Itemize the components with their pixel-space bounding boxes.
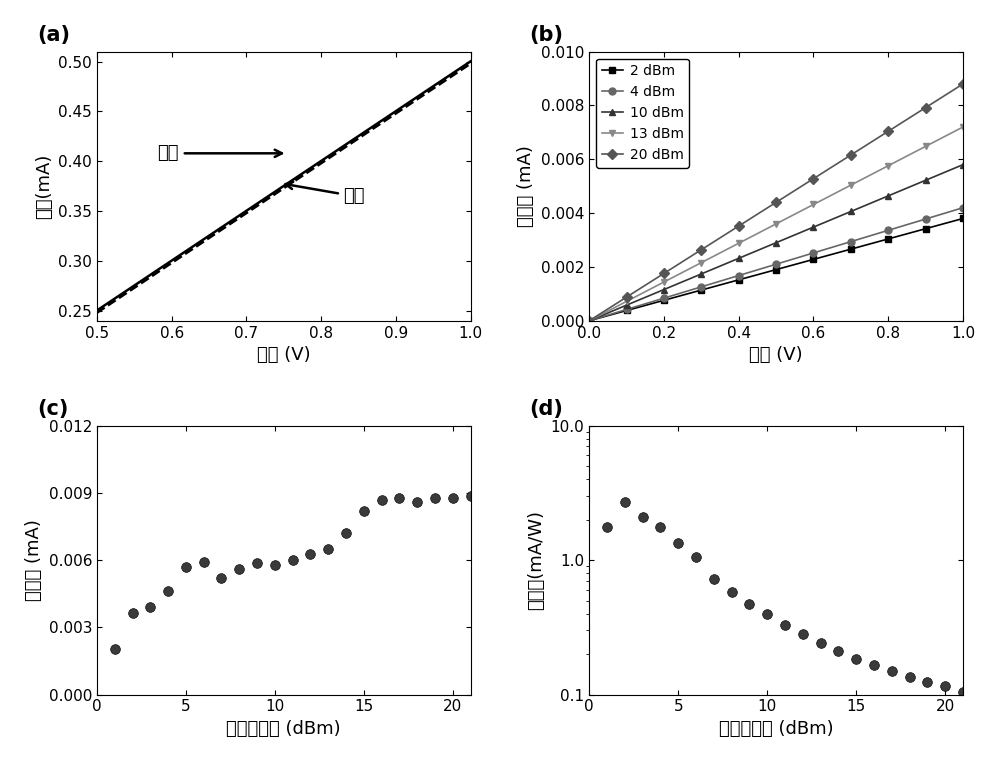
10 dBm [957,160,969,169]
13 dBm [882,161,894,170]
2 dBm [770,265,782,274]
Line: 10 dBm: 10 dBm [586,161,966,324]
Y-axis label: 响应率(mA/W): 响应率(mA/W) [527,510,545,610]
2 dBm [920,224,932,233]
Text: (c): (c) [37,399,69,419]
Line: 13 dBm: 13 dBm [586,124,966,324]
2 dBm [621,306,633,315]
X-axis label: 电压 (V): 电压 (V) [257,346,311,364]
10 dBm [845,207,857,216]
2 dBm [882,234,894,243]
20 dBm [957,79,969,89]
10 dBm [807,223,819,232]
4 dBm [658,294,670,303]
10 dBm [658,285,670,294]
20 dBm [845,150,857,159]
13 dBm [920,142,932,151]
10 dBm [882,192,894,201]
20 dBm [770,198,782,207]
Y-axis label: 光电流 (mA): 光电流 (mA) [25,519,43,601]
20 dBm [621,292,633,301]
Text: 无光: 无光 [285,182,365,205]
4 dBm [882,226,894,235]
Line: 2 dBm: 2 dBm [586,215,966,324]
13 dBm [695,258,707,267]
10 dBm [920,175,932,185]
Text: (a): (a) [37,25,70,45]
2 dBm [733,275,745,285]
Y-axis label: 电流(mA): 电流(mA) [35,153,53,219]
Text: 通光: 通光 [158,144,282,163]
2 dBm [807,255,819,264]
4 dBm [957,203,969,212]
10 dBm [770,238,782,247]
X-axis label: 入射光功率 (dBm): 入射光功率 (dBm) [719,720,833,738]
Legend: 2 dBm, 4 dBm, 10 dBm, 13 dBm, 20 dBm: 2 dBm, 4 dBm, 10 dBm, 13 dBm, 20 dBm [596,59,689,168]
20 dBm [733,221,745,230]
13 dBm [733,239,745,248]
20 dBm [695,245,707,254]
2 dBm [957,214,969,223]
2 dBm [695,285,707,295]
13 dBm [770,219,782,228]
Y-axis label: 光电流 (mA): 光电流 (mA) [517,145,535,227]
13 dBm [658,278,670,287]
2 dBm [845,245,857,254]
4 dBm [695,282,707,291]
10 dBm [583,316,595,325]
20 dBm [882,127,894,136]
Line: 4 dBm: 4 dBm [586,204,966,324]
20 dBm [920,103,932,112]
13 dBm [845,181,857,190]
4 dBm [583,316,595,325]
13 dBm [621,297,633,306]
4 dBm [733,271,745,280]
X-axis label: 电压 (V): 电压 (V) [749,346,803,364]
Line: 20 dBm: 20 dBm [586,80,966,324]
13 dBm [807,200,819,209]
2 dBm [658,296,670,305]
4 dBm [920,214,932,224]
4 dBm [770,259,782,269]
Text: (b): (b) [529,25,563,45]
10 dBm [695,269,707,278]
Text: (d): (d) [529,399,563,419]
13 dBm [583,316,595,325]
X-axis label: 入射光功率 (dBm): 入射光功率 (dBm) [226,720,341,738]
20 dBm [658,269,670,278]
4 dBm [845,237,857,246]
20 dBm [807,174,819,183]
20 dBm [583,316,595,325]
10 dBm [733,254,745,263]
13 dBm [957,122,969,131]
4 dBm [621,305,633,314]
10 dBm [621,301,633,310]
2 dBm [583,316,595,325]
4 dBm [807,248,819,257]
